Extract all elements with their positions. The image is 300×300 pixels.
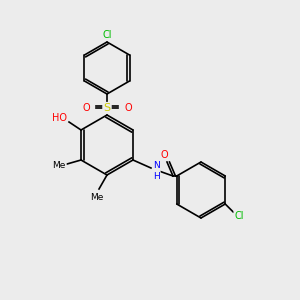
Text: O: O xyxy=(82,103,90,113)
Text: N
H: N H xyxy=(153,161,160,181)
Text: O: O xyxy=(160,150,168,160)
Text: Cl: Cl xyxy=(102,30,112,40)
Text: HO: HO xyxy=(52,113,67,123)
Text: Me: Me xyxy=(90,193,104,202)
Text: O: O xyxy=(124,103,132,113)
Text: S: S xyxy=(103,103,111,113)
Text: Me: Me xyxy=(52,160,66,169)
Text: Cl: Cl xyxy=(235,211,244,221)
